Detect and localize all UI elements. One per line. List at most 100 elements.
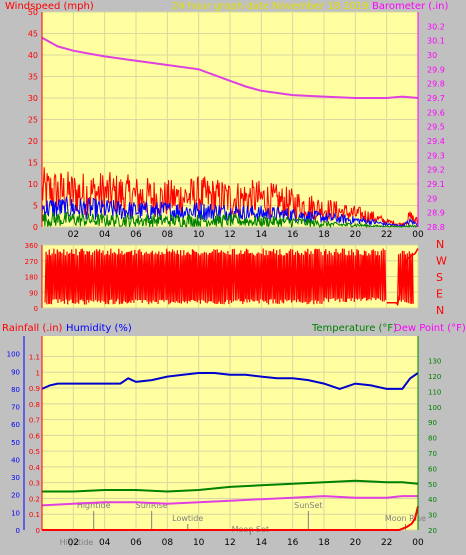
temperature-tick-label: 60 <box>428 465 437 473</box>
temperature-axis: 20 30 40 50 60 70 80 90 100 110 120 130 <box>417 336 441 535</box>
dewpoint-label: Dew Point (°F) <box>394 323 466 334</box>
barometer-tick-label: 29 <box>427 194 437 203</box>
humidity-tick-label: 40 <box>11 456 20 464</box>
rainfall-tick-label: 0.7 <box>29 417 40 425</box>
barometer-tick-label: 29.8 <box>427 80 445 89</box>
direction-degree-axis: 0 90 180 270 360 <box>25 242 43 313</box>
windspeed-tick-label: 10 <box>28 180 38 189</box>
barometer-tick-label: 28.9 <box>427 209 445 218</box>
temperature-tick-label: 20 <box>428 527 437 535</box>
windspeed-tick-label: 45 <box>28 30 38 39</box>
dewpoint-line <box>41 495 418 507</box>
humidity-x-tick-label: 04 <box>99 538 111 548</box>
windspeed-label: Windspeed (mph) <box>5 1 94 12</box>
rainfall-tick-label: 1 <box>36 369 40 377</box>
humidity-x-tick-label: 14 <box>256 538 268 548</box>
annotation-label: SunSet <box>294 501 322 510</box>
humidity-x-tick-label: 10 <box>193 538 205 548</box>
barometer-tick-label: 29.3 <box>427 151 445 160</box>
annotation-label: Hightide <box>77 501 111 510</box>
wind-x-tick-label: 04 <box>99 230 111 240</box>
rainfall-line <box>42 506 419 531</box>
humidity-x-tick-label: 20 <box>350 538 362 548</box>
humidity-tick-label: 0 <box>16 527 20 535</box>
barometer-tick-label: 29.5 <box>427 123 445 132</box>
temperature-tick-label: 110 <box>428 388 441 396</box>
humidity-tick-label: 60 <box>11 421 20 429</box>
barometer-tick-label: 29.2 <box>427 166 445 175</box>
humidity-x-tick-label: 22 <box>381 538 392 548</box>
windspeed-tick-label: 20 <box>28 137 38 146</box>
rainfall-tick-label: 0.2 <box>29 495 40 503</box>
wind-x-tick-label: 14 <box>256 230 268 240</box>
rainfall-tick-label: 0.9 <box>29 385 40 393</box>
humidity-x-tick-label: 06 <box>130 538 142 548</box>
compass-label: N <box>436 304 444 317</box>
temperature-tick-label: 100 <box>428 404 441 412</box>
windspeed-tick-label: 50 <box>28 8 38 17</box>
temperature-label: Temperature (°F) <box>311 323 397 334</box>
rainfall-tick-label: 1.1 <box>29 354 40 362</box>
rainfall-label: Rainfall (.in) <box>2 323 63 334</box>
wind-x-tick-label: 18 <box>318 230 330 240</box>
temperature-tick-label: 40 <box>428 496 437 504</box>
humidity-x-tick-label: 16 <box>287 538 299 548</box>
wind-x-tick-label: 10 <box>193 230 205 240</box>
temperature-tick-label: 130 <box>428 358 441 366</box>
wind-speed-series <box>41 167 419 229</box>
rainfall-tick-label: 0.8 <box>29 401 40 409</box>
temperature-tick-label: 120 <box>428 373 441 381</box>
temperature-tick-label: 70 <box>428 450 437 458</box>
humidity-tick-label: 50 <box>11 439 20 447</box>
wind-x-tick-label: 00 <box>412 230 424 240</box>
barometer-tick-label: 29.7 <box>427 94 445 103</box>
wind-x-tick-label: 20 <box>350 230 362 240</box>
barometer-tick-label: 30 <box>427 51 437 60</box>
temperature-tick-label: 80 <box>428 435 437 443</box>
compass-label: E <box>436 288 443 301</box>
rainfall-tick-label: 0.4 <box>29 464 41 472</box>
humidity-line <box>41 372 419 390</box>
humidity-temperature-series <box>41 372 419 531</box>
wind-time-axis: 02 04 06 08 10 12 14 16 18 20 22 00 <box>68 230 424 240</box>
barometer-series <box>41 36 419 99</box>
compass-label: N <box>436 238 444 251</box>
barometer-tick-label: 30.2 <box>427 22 445 31</box>
windspeed-tick-label: 0 <box>33 223 38 232</box>
humidity-tick-label: 10 <box>11 509 20 517</box>
temperature-tick-label: 50 <box>428 481 437 489</box>
wind-direction-trace <box>323 248 387 303</box>
direction-tick-label: 360 <box>25 242 38 250</box>
humidity-time-axis: 02 04 06 08 10 12 14 16 18 20 22 00 <box>68 538 424 548</box>
rainfall-axis: 0 0.1 0.2 0.3 0.4 0.5 0.6 0.7 0.8 0.9 1 1.1 <box>29 336 43 535</box>
direction-tick-label: 180 <box>25 274 38 282</box>
wind-direction-series <box>44 248 419 307</box>
rainfall-tick-label: 0.1 <box>29 511 40 519</box>
humidity-x-tick-label: 08 <box>162 538 174 548</box>
direction-tick-label: 90 <box>29 289 38 297</box>
barometer-axis: 28.8 28.9 29 29.1 29.2 29.3 29.4 29.5 29.6 29.7 29… <box>417 12 445 232</box>
humidity-x-tick-label: 00 <box>412 538 424 548</box>
wind-x-tick-label: 22 <box>381 230 392 240</box>
annotation-label: Moon Rise <box>385 514 426 523</box>
annotation-label: Hightide <box>60 538 94 547</box>
annotation-label: SunRise <box>136 501 168 510</box>
windspeed-tick-label: 15 <box>28 159 38 168</box>
humidity-x-tick-label: 02 <box>68 538 79 548</box>
wind-low-line <box>41 211 419 229</box>
humidity-tick-label: 90 <box>11 368 20 376</box>
humidity-axis: 0 10 20 30 40 50 60 70 80 90 100 <box>7 336 25 535</box>
rainfall-tick-label: 0.5 <box>29 448 40 456</box>
windspeed-axis: 0 5 10 15 20 25 30 35 40 45 50 <box>28 8 43 232</box>
humidity-tick-label: 30 <box>11 474 20 482</box>
wind-x-tick-label: 16 <box>287 230 299 240</box>
humidity-tick-label: 70 <box>11 404 20 412</box>
direction-tick-label: 0 <box>34 305 38 313</box>
annotation-label: Lowtide <box>172 514 203 523</box>
humidity-x-tick-label: 12 <box>224 538 235 548</box>
barometer-tick-label: 29.9 <box>427 65 445 74</box>
barometer-tick-label: 29.6 <box>427 108 445 117</box>
windspeed-tick-label: 35 <box>28 73 38 82</box>
wind-direction-trace <box>44 248 325 305</box>
